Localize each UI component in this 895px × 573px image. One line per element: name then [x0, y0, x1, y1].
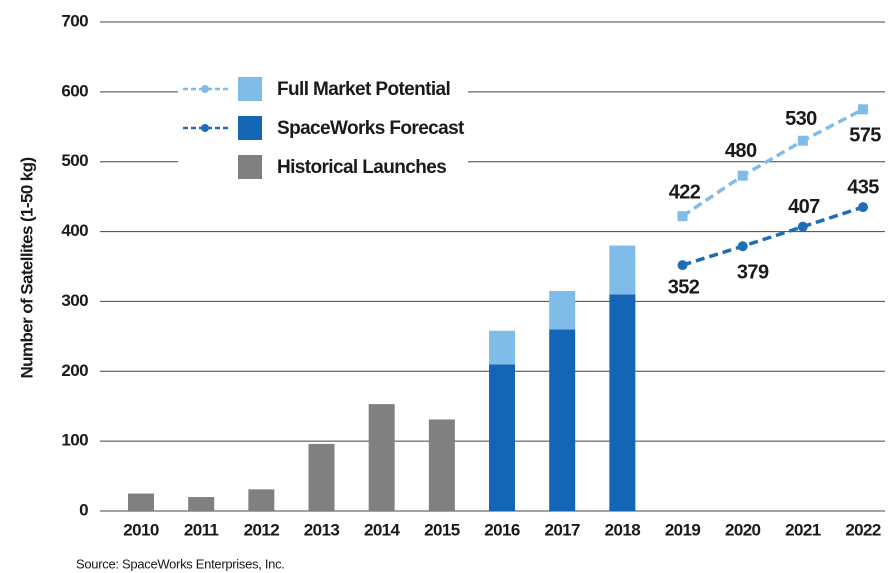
y-tick-label: 300	[61, 291, 88, 310]
x-tick-label: 2013	[304, 520, 340, 539]
y-tick-label: 100	[61, 431, 88, 450]
bar-segment	[609, 245, 636, 295]
legend-label: SpaceWorks Forecast	[277, 118, 465, 139]
x-tick-label: 2014	[364, 520, 401, 539]
bar-segment	[489, 330, 516, 365]
bar-segment	[368, 404, 395, 511]
marker	[677, 260, 688, 271]
bar-segment	[428, 419, 455, 511]
bar-segment	[609, 294, 636, 511]
x-tick-label: 2015	[424, 520, 460, 539]
data-label: 575	[849, 125, 881, 147]
source-note: Source: SpaceWorks Enterprises, Inc.	[76, 556, 285, 571]
data-label: 379	[737, 262, 769, 284]
y-axis-title: Number of Satellites (1-50 kg)	[17, 157, 36, 378]
bar-segment	[248, 489, 275, 511]
marker	[677, 211, 688, 222]
x-tick-label: 2019	[665, 520, 701, 539]
x-tick-label: 2010	[123, 520, 159, 539]
marker	[797, 135, 808, 146]
forecast-line	[681, 107, 864, 218]
bar-segment	[308, 443, 335, 511]
y-tick-label: 0	[79, 500, 88, 519]
data-label: 530	[785, 108, 817, 130]
y-tick-label: 500	[61, 151, 88, 170]
x-tick-label: 2022	[845, 520, 881, 539]
bar-segment	[128, 493, 154, 511]
marker	[858, 104, 869, 115]
data-label: 422	[669, 181, 701, 203]
y-tick-label: 700	[61, 11, 88, 30]
data-label: 407	[788, 196, 820, 218]
bar-segment	[188, 497, 215, 511]
forecast-line	[682, 205, 864, 267]
legend-marker	[201, 85, 209, 93]
x-tick-label: 2011	[184, 520, 219, 539]
y-tick-label: 200	[61, 361, 88, 380]
x-tick-label: 2017	[544, 520, 580, 539]
marker	[737, 170, 748, 181]
x-tick-label: 2012	[244, 520, 280, 539]
data-label: 435	[847, 176, 879, 198]
y-tick-label: 600	[61, 81, 88, 100]
marker	[858, 202, 869, 213]
x-tick-label: 2018	[605, 520, 641, 539]
marker	[797, 221, 808, 232]
x-tick-label: 2021	[785, 520, 821, 539]
legend-marker	[201, 124, 209, 132]
legend-label: Historical Launches	[277, 157, 446, 178]
data-label: 480	[725, 140, 757, 162]
data-label: 352	[668, 276, 700, 298]
legend-swatch	[238, 155, 262, 179]
legend-label: Full Market Potential	[277, 79, 450, 100]
bar-segment	[549, 329, 576, 511]
y-tick-label: 400	[61, 221, 88, 240]
bar-segment	[489, 364, 516, 511]
bar-segment	[549, 290, 576, 330]
x-tick-label: 2020	[725, 520, 761, 539]
x-tick-label: 2016	[484, 520, 520, 539]
legend-swatch	[238, 116, 262, 140]
legend-swatch	[238, 77, 262, 101]
marker	[737, 241, 748, 252]
